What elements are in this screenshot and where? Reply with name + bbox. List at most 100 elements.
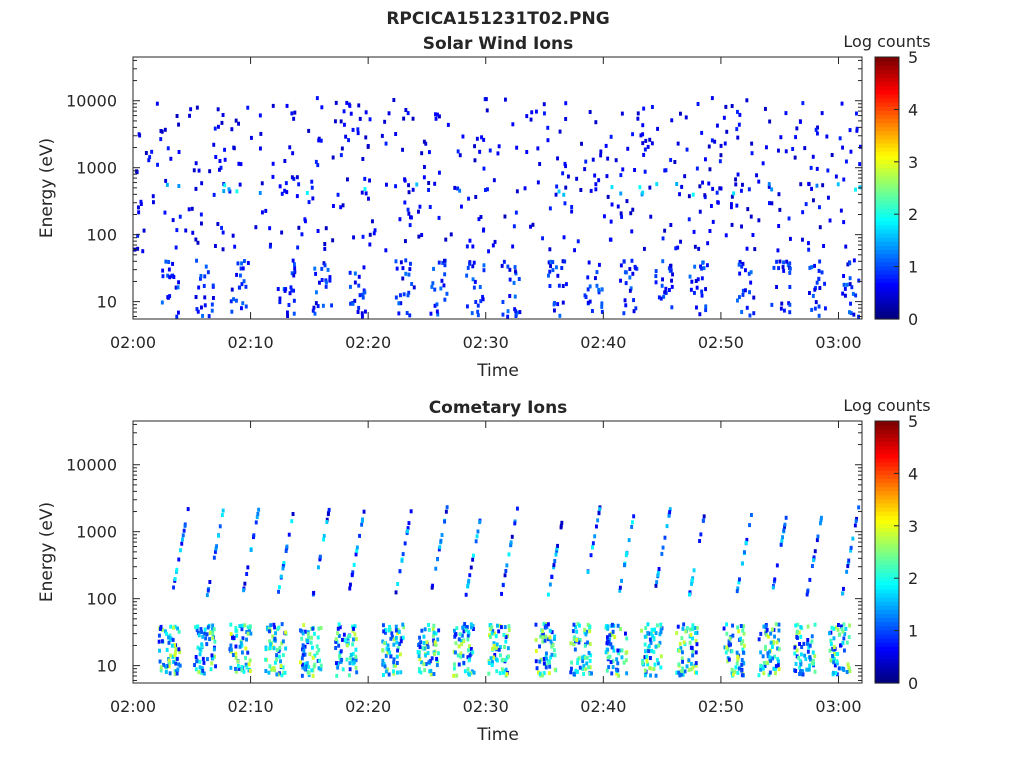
heatmap-cell <box>654 644 658 649</box>
heatmap-cell <box>707 144 711 149</box>
heatmap-cell <box>506 314 510 319</box>
heatmap-cell <box>491 660 494 665</box>
heatmap-cell <box>284 181 288 186</box>
heatmap-cell <box>396 582 400 586</box>
heatmap-cell <box>245 665 249 670</box>
heatmap-cell <box>531 222 535 227</box>
colorbar-segment <box>875 625 899 631</box>
heatmap-cell <box>632 514 636 519</box>
heatmap-cell <box>581 666 585 671</box>
heatmap-cell <box>234 118 238 123</box>
heatmap-cell <box>624 631 627 636</box>
heatmap-cell <box>382 673 385 677</box>
heatmap-cell <box>368 117 372 122</box>
heatmap-cell <box>478 285 482 289</box>
colorbar-segment <box>875 200 899 205</box>
heatmap-cell <box>670 118 674 123</box>
heatmap-cell <box>199 274 203 278</box>
heatmap-cell <box>309 640 313 645</box>
heatmap-cell <box>816 125 819 130</box>
heatmap-cell <box>777 266 780 271</box>
heatmap-cell <box>481 294 484 299</box>
heatmap-cell <box>670 305 674 310</box>
heatmap-cell <box>401 147 404 152</box>
heatmap-cell <box>684 115 688 120</box>
heatmap-cell <box>427 622 430 627</box>
heatmap-cell <box>730 104 734 108</box>
heatmap-cell <box>731 672 735 677</box>
heatmap-cell <box>825 134 829 139</box>
heatmap-cell <box>212 192 216 197</box>
heatmap-cell <box>616 668 620 673</box>
heatmap-cell <box>187 207 191 212</box>
heatmap-cell <box>622 311 626 316</box>
colorbar-segment <box>875 670 899 676</box>
heatmap-cell <box>238 624 242 629</box>
heatmap-cell <box>325 517 329 522</box>
heatmap-cell <box>778 207 782 212</box>
heatmap-cell <box>595 283 599 288</box>
heatmap-cell <box>805 667 809 672</box>
heatmap-cell <box>281 665 285 670</box>
heatmap-cell <box>394 295 398 300</box>
heatmap-cell <box>427 181 431 185</box>
heatmap-cell <box>197 168 201 173</box>
heatmap-cell <box>735 127 739 132</box>
heatmap-cell <box>137 205 140 210</box>
heatmap-cell <box>835 672 839 677</box>
heatmap-cell <box>782 260 785 265</box>
heatmap-cell <box>241 650 244 655</box>
heatmap-cell <box>807 667 811 672</box>
heatmap-cell <box>570 660 573 665</box>
heatmap-cell <box>815 183 819 188</box>
heatmap-cell <box>465 625 469 630</box>
heatmap-cell <box>842 274 845 278</box>
heatmap-cell <box>177 662 181 667</box>
heatmap-cell <box>283 188 287 193</box>
heatmap-cell <box>159 129 163 133</box>
heatmap-cell <box>771 627 774 632</box>
heatmap-cell <box>815 538 819 543</box>
heatmap-cell <box>599 149 603 154</box>
heatmap-cell <box>467 196 470 201</box>
heatmap-cell <box>487 658 491 663</box>
heatmap-cell <box>759 650 763 655</box>
heatmap-cell <box>845 159 848 164</box>
heatmap-cell <box>762 624 766 629</box>
heatmap-cell <box>841 145 844 150</box>
heatmap-cell <box>348 586 352 591</box>
heatmap-cell <box>741 639 745 644</box>
heatmap-cell <box>310 185 314 190</box>
heatmap-cell <box>164 670 168 674</box>
colorbar-segment <box>875 490 899 496</box>
heatmap-cell <box>461 134 465 139</box>
heatmap-cell <box>399 293 402 298</box>
heatmap-cell <box>168 660 172 665</box>
heatmap-cell <box>468 672 471 677</box>
heatmap-cell <box>161 274 165 279</box>
heatmap-cell <box>523 186 527 191</box>
heatmap-cell <box>804 657 808 662</box>
heatmap-cell <box>349 652 353 657</box>
heatmap-cell <box>362 265 366 270</box>
heatmap-cell <box>330 303 333 308</box>
heatmap-cell <box>311 645 314 650</box>
heatmap-cell <box>350 658 354 663</box>
heatmap-cell <box>839 643 842 648</box>
heatmap-cell <box>719 143 723 148</box>
colorbar-segment <box>875 69 899 74</box>
colorbar-segment <box>875 81 899 87</box>
heatmap-cell <box>460 642 464 647</box>
heatmap-cell <box>248 669 252 673</box>
colorbar-label: Log counts <box>843 396 930 415</box>
heatmap-cell <box>195 628 199 633</box>
colorbar-tick-label: 5 <box>908 48 918 67</box>
heatmap-cell <box>655 182 659 187</box>
heatmap-cell <box>621 167 625 172</box>
heatmap-cell <box>619 191 623 196</box>
heatmap-cell <box>625 636 629 641</box>
y-tick-label: 100 <box>86 226 117 245</box>
heatmap-cell <box>696 277 700 282</box>
heatmap-cell <box>588 299 592 304</box>
